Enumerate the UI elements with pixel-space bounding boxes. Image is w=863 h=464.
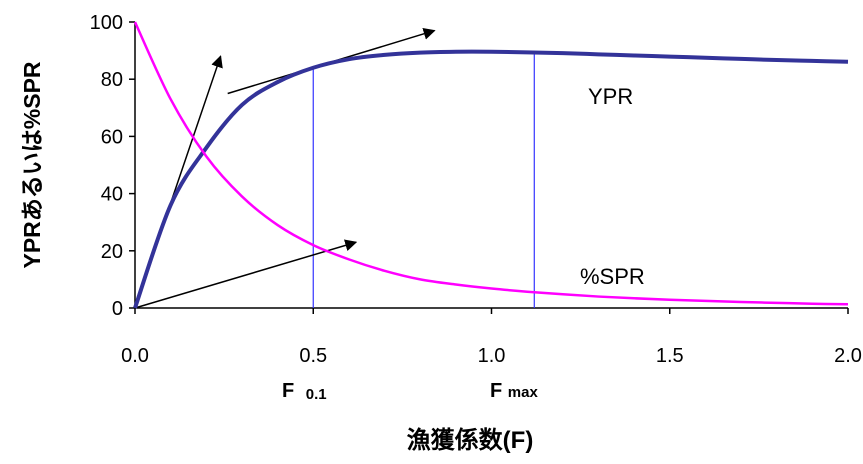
y-tick-label: 0 [112, 298, 123, 320]
y-axis-label: YPRあるいは%SPR [19, 61, 45, 268]
f01-label-main: F [282, 380, 294, 402]
x-tick-label: 1.5 [656, 345, 684, 367]
series-line-ypr [133, 49, 849, 309]
x-tick-label: 0.5 [299, 345, 327, 367]
y-tick-label: 100 [90, 12, 123, 34]
fmax-label-sub: max [508, 384, 539, 401]
y-tick-label: 20 [101, 241, 123, 263]
x-tick-label: 0.0 [121, 345, 149, 367]
tangent-arrow [134, 239, 358, 309]
y-tick-label: 40 [101, 184, 123, 206]
series-line-spr [133, 21, 849, 306]
fmax-label-main: F [490, 380, 502, 402]
y-tick-label: 80 [101, 69, 123, 91]
f01-label: F 0.1 [282, 380, 327, 403]
x-axis-label: 漁獲係数(F) [407, 427, 534, 454]
y-tick-label: 60 [101, 126, 123, 148]
f01-label-sub: 0.1 [306, 386, 327, 403]
series-label-ypr: YPR [588, 84, 633, 109]
x-tick-label: 1.0 [478, 345, 506, 367]
series-label-spr: %SPR [580, 264, 645, 289]
fmax-label: F max [490, 380, 538, 402]
x-tick-label: 2.0 [834, 345, 862, 367]
